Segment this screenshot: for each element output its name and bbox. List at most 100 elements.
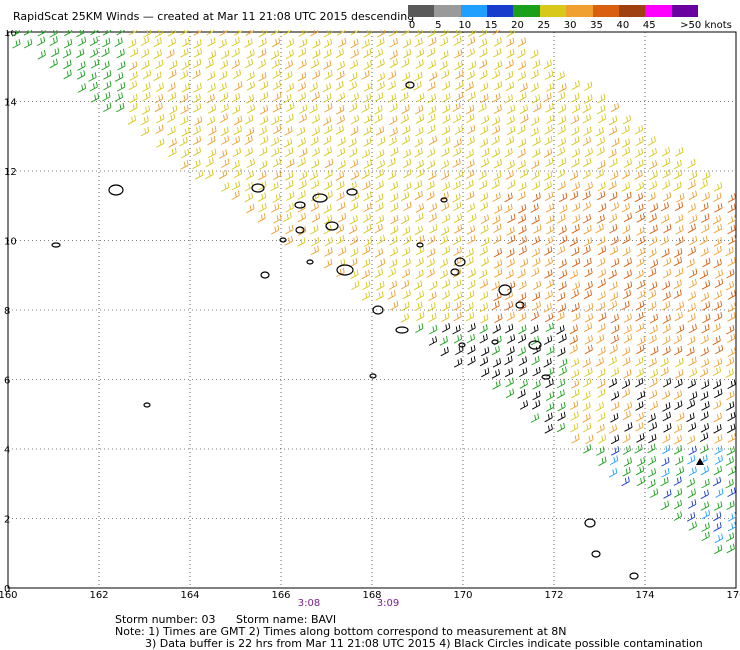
wind-barb	[480, 114, 490, 125]
wind-barb	[505, 136, 515, 146]
wind-barb	[246, 158, 255, 168]
wind-barb	[363, 82, 373, 92]
wind-barb	[323, 214, 333, 225]
wind-barb	[673, 256, 683, 267]
wind-barb	[468, 213, 477, 223]
swath-time-label: 3:09	[376, 598, 400, 609]
wind-barb	[700, 292, 710, 302]
wind-barb	[168, 69, 177, 79]
island-outline	[541, 374, 551, 380]
wind-barb	[674, 369, 684, 379]
wind-barb	[713, 290, 722, 300]
wind-barb	[479, 356, 489, 367]
wind-barb	[466, 113, 475, 124]
colorbar-label: >50 knots	[680, 20, 732, 31]
wind-barb	[258, 170, 267, 181]
wind-barb	[674, 400, 683, 410]
wind-barb	[713, 300, 723, 311]
wind-barb	[517, 48, 526, 59]
wind-barb	[531, 247, 541, 258]
wind-barb	[518, 91, 527, 102]
wind-barb	[597, 181, 606, 192]
wind-barb	[582, 201, 591, 211]
wind-barb	[519, 367, 528, 377]
wind-barb	[610, 236, 619, 246]
wind-barb	[465, 104, 475, 115]
wind-barb	[713, 223, 723, 234]
wind-barb	[466, 70, 475, 80]
wind-barb	[636, 247, 646, 257]
wind-barb	[311, 114, 320, 124]
wind-barb	[533, 102, 542, 113]
wind-barb	[193, 116, 203, 126]
wind-barb	[570, 358, 580, 368]
wind-barb	[440, 50, 449, 60]
wind-barb	[337, 38, 347, 48]
wind-barb	[232, 147, 242, 157]
wind-barb	[428, 336, 438, 346]
wind-barb	[571, 148, 581, 158]
wind-barb	[376, 72, 386, 82]
wind-barb	[231, 59, 240, 69]
wind-barb	[557, 292, 566, 302]
wind-barb	[193, 83, 202, 93]
wind-barb	[400, 279, 410, 290]
wind-barb	[701, 522, 710, 532]
wind-barb	[336, 180, 345, 191]
wind-barb	[727, 511, 737, 522]
wind-barb	[660, 357, 669, 368]
island-outline	[51, 242, 61, 248]
wind-barb	[571, 136, 580, 146]
island-outline	[440, 197, 448, 203]
wind-barb	[650, 346, 659, 356]
wind-barb	[519, 379, 528, 389]
wind-barb	[323, 30, 332, 38]
wind-barb	[245, 30, 255, 36]
wind-barb	[714, 203, 723, 213]
wind-barb	[234, 81, 243, 91]
wind-barb	[350, 247, 359, 257]
wind-barb	[545, 391, 555, 401]
wind-barb	[285, 113, 294, 124]
wind-barb	[623, 269, 632, 280]
wind-barb	[505, 59, 514, 70]
wind-barb	[335, 105, 345, 115]
wind-barb	[558, 225, 567, 235]
wind-barb	[117, 60, 126, 71]
wind-barb	[348, 137, 357, 148]
latitude-tick-label: 14	[4, 98, 17, 109]
wind-barb	[648, 160, 658, 170]
wind-barb	[389, 58, 398, 69]
wind-barb	[662, 157, 671, 168]
colorbar-label: 10	[458, 20, 472, 31]
wind-barb	[258, 202, 267, 213]
wind-barb	[350, 30, 359, 36]
wind-barb	[583, 322, 593, 333]
wind-barb	[686, 435, 696, 445]
wind-barb	[597, 388, 606, 398]
wind-barb	[246, 104, 256, 114]
island-outline	[591, 550, 601, 558]
wind-barb	[272, 69, 281, 79]
wind-barb	[260, 80, 269, 91]
wind-barb	[284, 126, 293, 136]
wind-barb	[439, 269, 448, 279]
wind-barb	[688, 466, 697, 476]
wind-barb	[23, 38, 33, 49]
wind-barb	[363, 48, 372, 59]
wind-barb	[478, 269, 488, 279]
wind-barb	[583, 126, 592, 136]
wind-barb	[635, 203, 644, 214]
wind-barb	[259, 135, 269, 145]
wind-barb	[465, 81, 474, 92]
wind-barb	[219, 70, 228, 81]
wind-barb	[609, 344, 618, 355]
wind-barb	[285, 202, 294, 213]
wind-barb	[192, 69, 201, 79]
wind-barb	[543, 92, 552, 103]
wind-barb	[465, 248, 474, 258]
wind-barb	[558, 333, 567, 344]
wind-barb	[193, 39, 202, 49]
wind-barb	[649, 400, 658, 411]
wind-barb	[596, 136, 605, 147]
